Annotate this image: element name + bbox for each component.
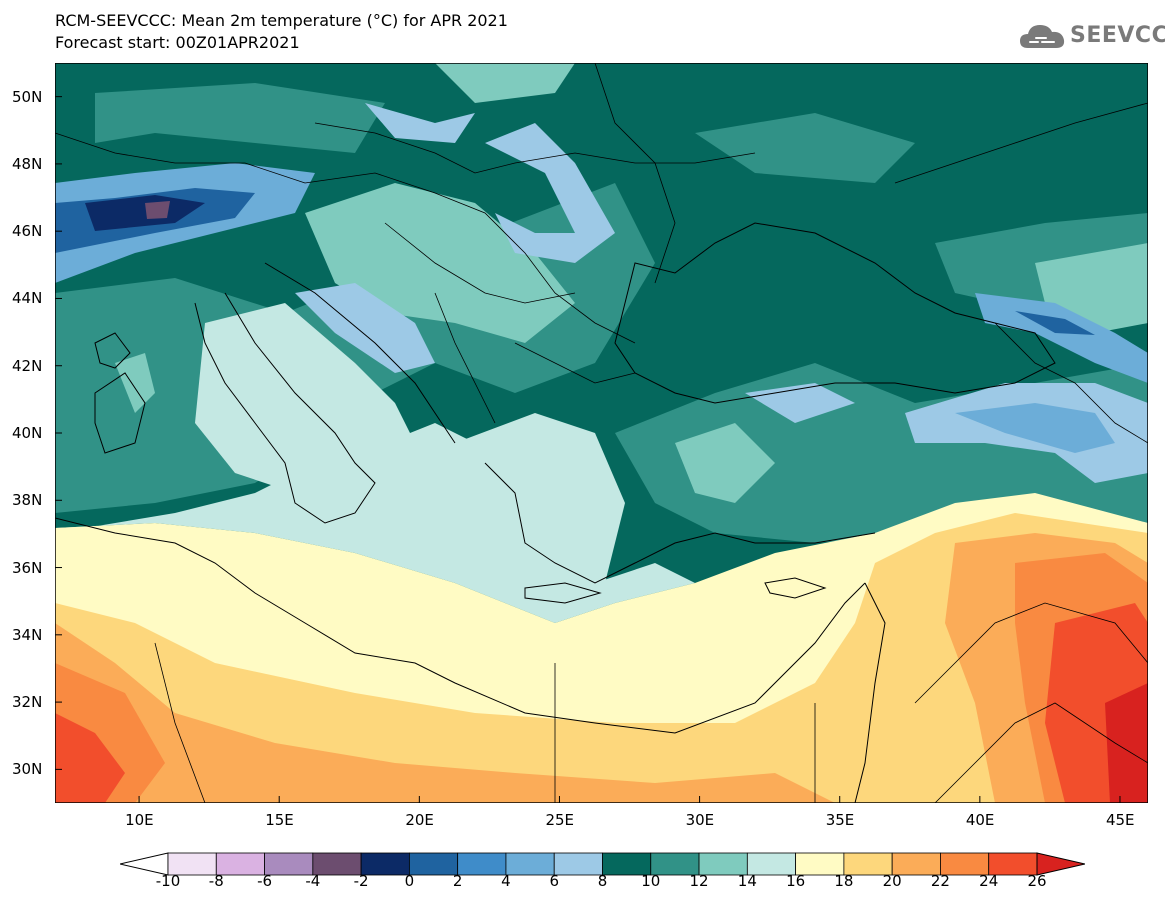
lat-tick-label: 34N — [12, 625, 43, 644]
lat-tick-label: 42N — [12, 356, 43, 375]
lat-tick-label: 46N — [12, 222, 43, 241]
lon-tick-label: 20E — [405, 811, 434, 829]
lat-tick-label: 50N — [12, 87, 43, 106]
temperature-field — [55, 63, 1148, 803]
lon-tick-label: 10E — [125, 811, 154, 829]
colorbar-label: 2 — [452, 872, 463, 890]
colorbar-label: 6 — [549, 872, 559, 890]
lat-tick-label: 30N — [12, 760, 43, 779]
temperature-map — [55, 63, 1148, 803]
lon-tick-label: 35E — [825, 811, 855, 829]
colorbar-label: -8 — [208, 872, 224, 890]
title-block: RCM-SEEVCCC: Mean 2m temperature (°C) fo… — [55, 10, 508, 54]
colorbar-label: -10 — [155, 872, 181, 890]
field-tyrrhenian — [195, 303, 415, 493]
colorbar-label: 24 — [979, 872, 999, 890]
lat-tick-label: 32N — [12, 693, 43, 712]
map-title: RCM-SEEVCCC: Mean 2m temperature (°C) fo… — [55, 11, 508, 30]
lon-tick-label: 25E — [545, 811, 575, 829]
colorbar — [120, 852, 1085, 876]
lat-tick-label: 36N — [12, 558, 43, 577]
cloud-icon — [1020, 25, 1065, 48]
lon-tick-label: 40E — [965, 811, 995, 829]
lat-tick-label: 38N — [12, 491, 43, 510]
colorbar-label: 22 — [930, 872, 950, 890]
logo-text: SEEVCCC — [1070, 23, 1165, 48]
colorbar-swatch — [553, 852, 603, 876]
field-cold-alps — [55, 163, 315, 283]
field-aegean — [455, 413, 625, 583]
colorbar-extend-high — [1036, 852, 1085, 876]
field-20-22 — [55, 513, 1148, 803]
lon-tick-label: 15E — [265, 811, 294, 829]
seevccc-logo: SEEVCCC — [1018, 20, 1165, 56]
axis-ticks — [55, 96, 1121, 803]
lon-tick-label: 45E — [1105, 811, 1135, 829]
colorbar-label: 4 — [501, 872, 511, 890]
field-cold-caucasus — [905, 293, 1148, 483]
colorbar-label: 26 — [1027, 872, 1047, 890]
colorbar-label: -4 — [305, 872, 321, 890]
colorbar-label: -2 — [353, 872, 369, 890]
colorbar-swatch — [505, 852, 555, 876]
lon-tick-label: 30E — [685, 811, 715, 829]
forecast-start: Forecast start: 00Z01APR2021 — [55, 33, 300, 52]
colorbar-swatch — [457, 852, 507, 876]
colorbar-swatch — [408, 852, 459, 876]
colorbar-label: 8 — [597, 872, 608, 890]
colorbar-label: 18 — [834, 872, 854, 890]
lat-tick-label: 44N — [12, 289, 43, 308]
coastlines — [55, 222, 1056, 803]
colorbar-label: 10 — [641, 872, 661, 890]
colorbar-label: 20 — [882, 872, 902, 890]
colorbar-label: -6 — [257, 872, 273, 890]
field-26-west — [55, 713, 125, 803]
lat-tick-label: 40N — [12, 424, 43, 442]
lat-tick-label: 48N — [12, 154, 43, 173]
field-22-24-south — [55, 623, 835, 803]
colorbar-label: 12 — [689, 872, 709, 890]
colorbar-label: 14 — [737, 872, 757, 890]
colorbar-label: 0 — [404, 872, 415, 890]
colorbar-label: 16 — [786, 872, 806, 890]
country-borders — [55, 63, 1148, 803]
field-hot-core — [1105, 683, 1148, 803]
